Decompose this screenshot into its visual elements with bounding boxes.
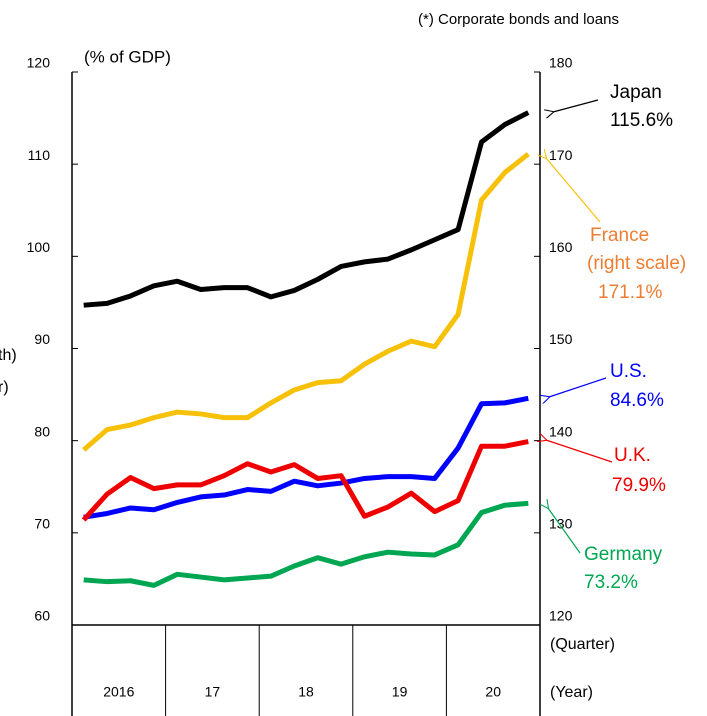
x2-label: (Year)	[550, 684, 593, 701]
label-arrow	[546, 158, 601, 223]
series-label: U.K.	[614, 445, 651, 466]
series-line	[83, 110, 530, 308]
y-tick-label: 120	[27, 55, 51, 71]
y-tick-label: 110	[28, 147, 51, 163]
series-line	[81, 439, 529, 522]
y2-tick-label: 130	[549, 516, 573, 532]
series-label: U.S.	[610, 361, 647, 382]
y2-tick-label: 150	[549, 331, 573, 347]
x-label: (Quarter)	[550, 636, 615, 653]
series-label: 79.9%	[612, 475, 666, 496]
x-tick-label: 18	[298, 684, 314, 700]
series-line	[83, 395, 529, 520]
series-label: 115.6%	[610, 110, 673, 131]
series-label: (right scale)	[587, 253, 686, 274]
y2-tick-label: 180	[549, 55, 573, 71]
y-tick-label: 80	[34, 423, 50, 439]
y2-tick-label: 120	[549, 608, 573, 624]
series-label: 84.6%	[610, 390, 664, 411]
y-label: (% of GDP)	[84, 47, 171, 66]
series-line	[83, 500, 529, 588]
series-label: Japan	[610, 82, 662, 103]
note: (*) Corporate bonds and loans	[418, 11, 619, 28]
y2-tick-label: 140	[549, 423, 573, 439]
label-arrow	[546, 440, 613, 463]
fragment: th)	[0, 347, 17, 364]
series-label: Germany	[584, 544, 663, 565]
x-tick-label: 20	[485, 684, 501, 700]
series-label: 171.1%	[598, 282, 663, 303]
y-tick-label: 60	[34, 608, 50, 624]
y-tick-label: 100	[27, 239, 51, 255]
label-arrow	[549, 377, 607, 397]
y-tick-label: 70	[34, 516, 50, 532]
x-tick-label: 19	[392, 684, 408, 700]
series-label: France	[590, 225, 649, 246]
x-tick-label: 17	[205, 684, 221, 700]
fragment: r)	[0, 379, 9, 396]
y2-tick-label: 170	[549, 147, 573, 163]
label-arrow	[553, 99, 599, 112]
series-label: 73.2%	[584, 572, 638, 593]
series-line	[82, 152, 530, 452]
y2-tick-label: 160	[549, 239, 573, 255]
label-arrow	[548, 508, 581, 554]
x-tick-label: 2016	[103, 684, 134, 700]
y-tick-label: 90	[34, 331, 50, 347]
